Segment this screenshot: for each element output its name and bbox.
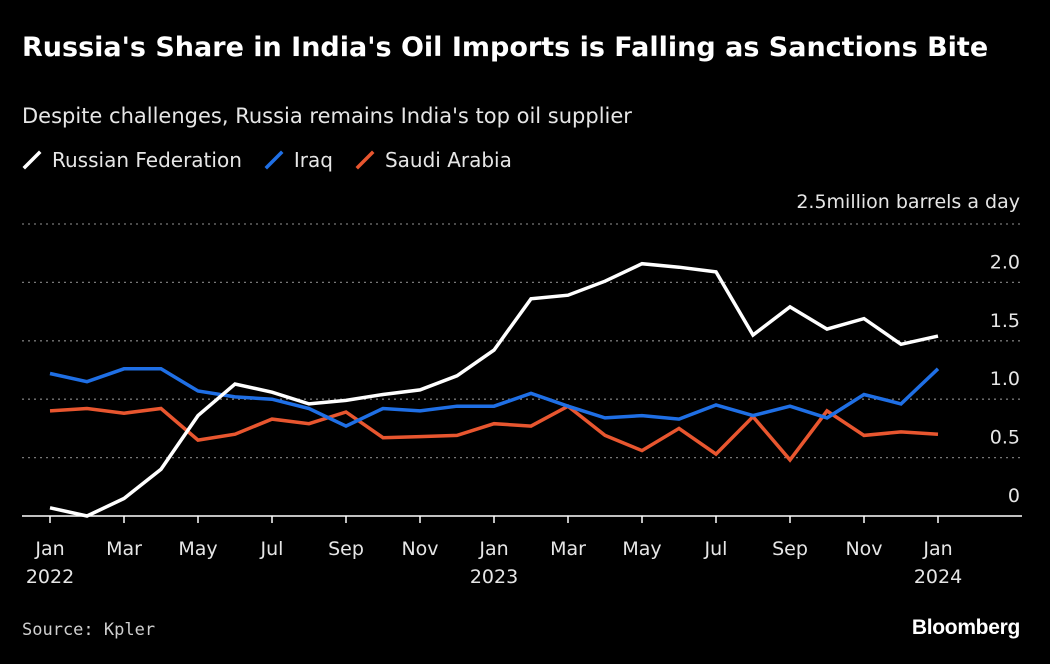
legend-label-iraq: Iraq: [293, 148, 333, 172]
source-note: Source: Kpler: [22, 620, 156, 640]
x-tick-label-month: Sep: [328, 538, 364, 560]
x-tick-label-month: Jan: [34, 538, 64, 560]
y-tick-label: 1.0: [990, 368, 1020, 390]
y-tick-label: 1.5: [990, 310, 1020, 332]
series-line-iraq: [49, 367, 940, 429]
x-tick-label-month: Mar: [550, 538, 586, 560]
legend-item-russia: Russian Federation: [22, 148, 242, 172]
x-tick-label-month: Nov: [401, 538, 438, 560]
x-tick-label-month: May: [178, 538, 217, 560]
axis-layer: 0 0.5 1.0 1.5 2.0 2.5million barrels a day Jan…: [22, 191, 1022, 588]
y-tick-label: 2.0: [990, 251, 1020, 273]
x-tick-label-month: Jul: [704, 538, 728, 560]
x-tick-label-month: Jan: [922, 538, 952, 560]
series-line-saudi: [49, 404, 939, 463]
x-tick-label-month: Jul: [260, 538, 284, 560]
legend-item-saudi: Saudi Arabia: [355, 148, 512, 172]
series-line-russia: [49, 261, 939, 518]
legend-swatch-saudi: [355, 150, 375, 170]
y-tick-label: 0.5: [990, 427, 1020, 449]
legend-item-iraq: Iraq: [264, 148, 333, 172]
chart-subtitle: Despite challenges, Russia remains India…: [22, 104, 632, 128]
legend-swatch-russia: [22, 150, 42, 170]
x-tick-label-year: 2022: [26, 566, 74, 588]
x-tick-label-month: May: [622, 538, 661, 560]
legend-label-russia: Russian Federation: [52, 148, 242, 172]
grid-layer: [22, 223, 1022, 459]
x-tick-label-month: Mar: [106, 538, 142, 560]
legend-label-saudi: Saudi Arabia: [384, 148, 512, 172]
x-tick-label-month: Nov: [845, 538, 882, 560]
x-tick-label-month: Jan: [478, 538, 508, 560]
legend: Russian Federation Iraq Saudi Arabia: [22, 148, 534, 172]
y-axis-unit-label: 2.5million barrels a day: [796, 191, 1020, 213]
series-layer: [49, 261, 940, 518]
x-tick-label-year: 2023: [470, 566, 518, 588]
y-tick-label: 0: [1008, 485, 1020, 507]
legend-swatch-iraq: [264, 150, 284, 170]
chart-title: Russia's Share in India's Oil Imports is…: [22, 32, 989, 63]
x-tick-label-month: Sep: [772, 538, 808, 560]
bloomberg-logo: Bloomberg: [911, 616, 1020, 639]
x-tick-label-year: 2024: [914, 566, 962, 588]
